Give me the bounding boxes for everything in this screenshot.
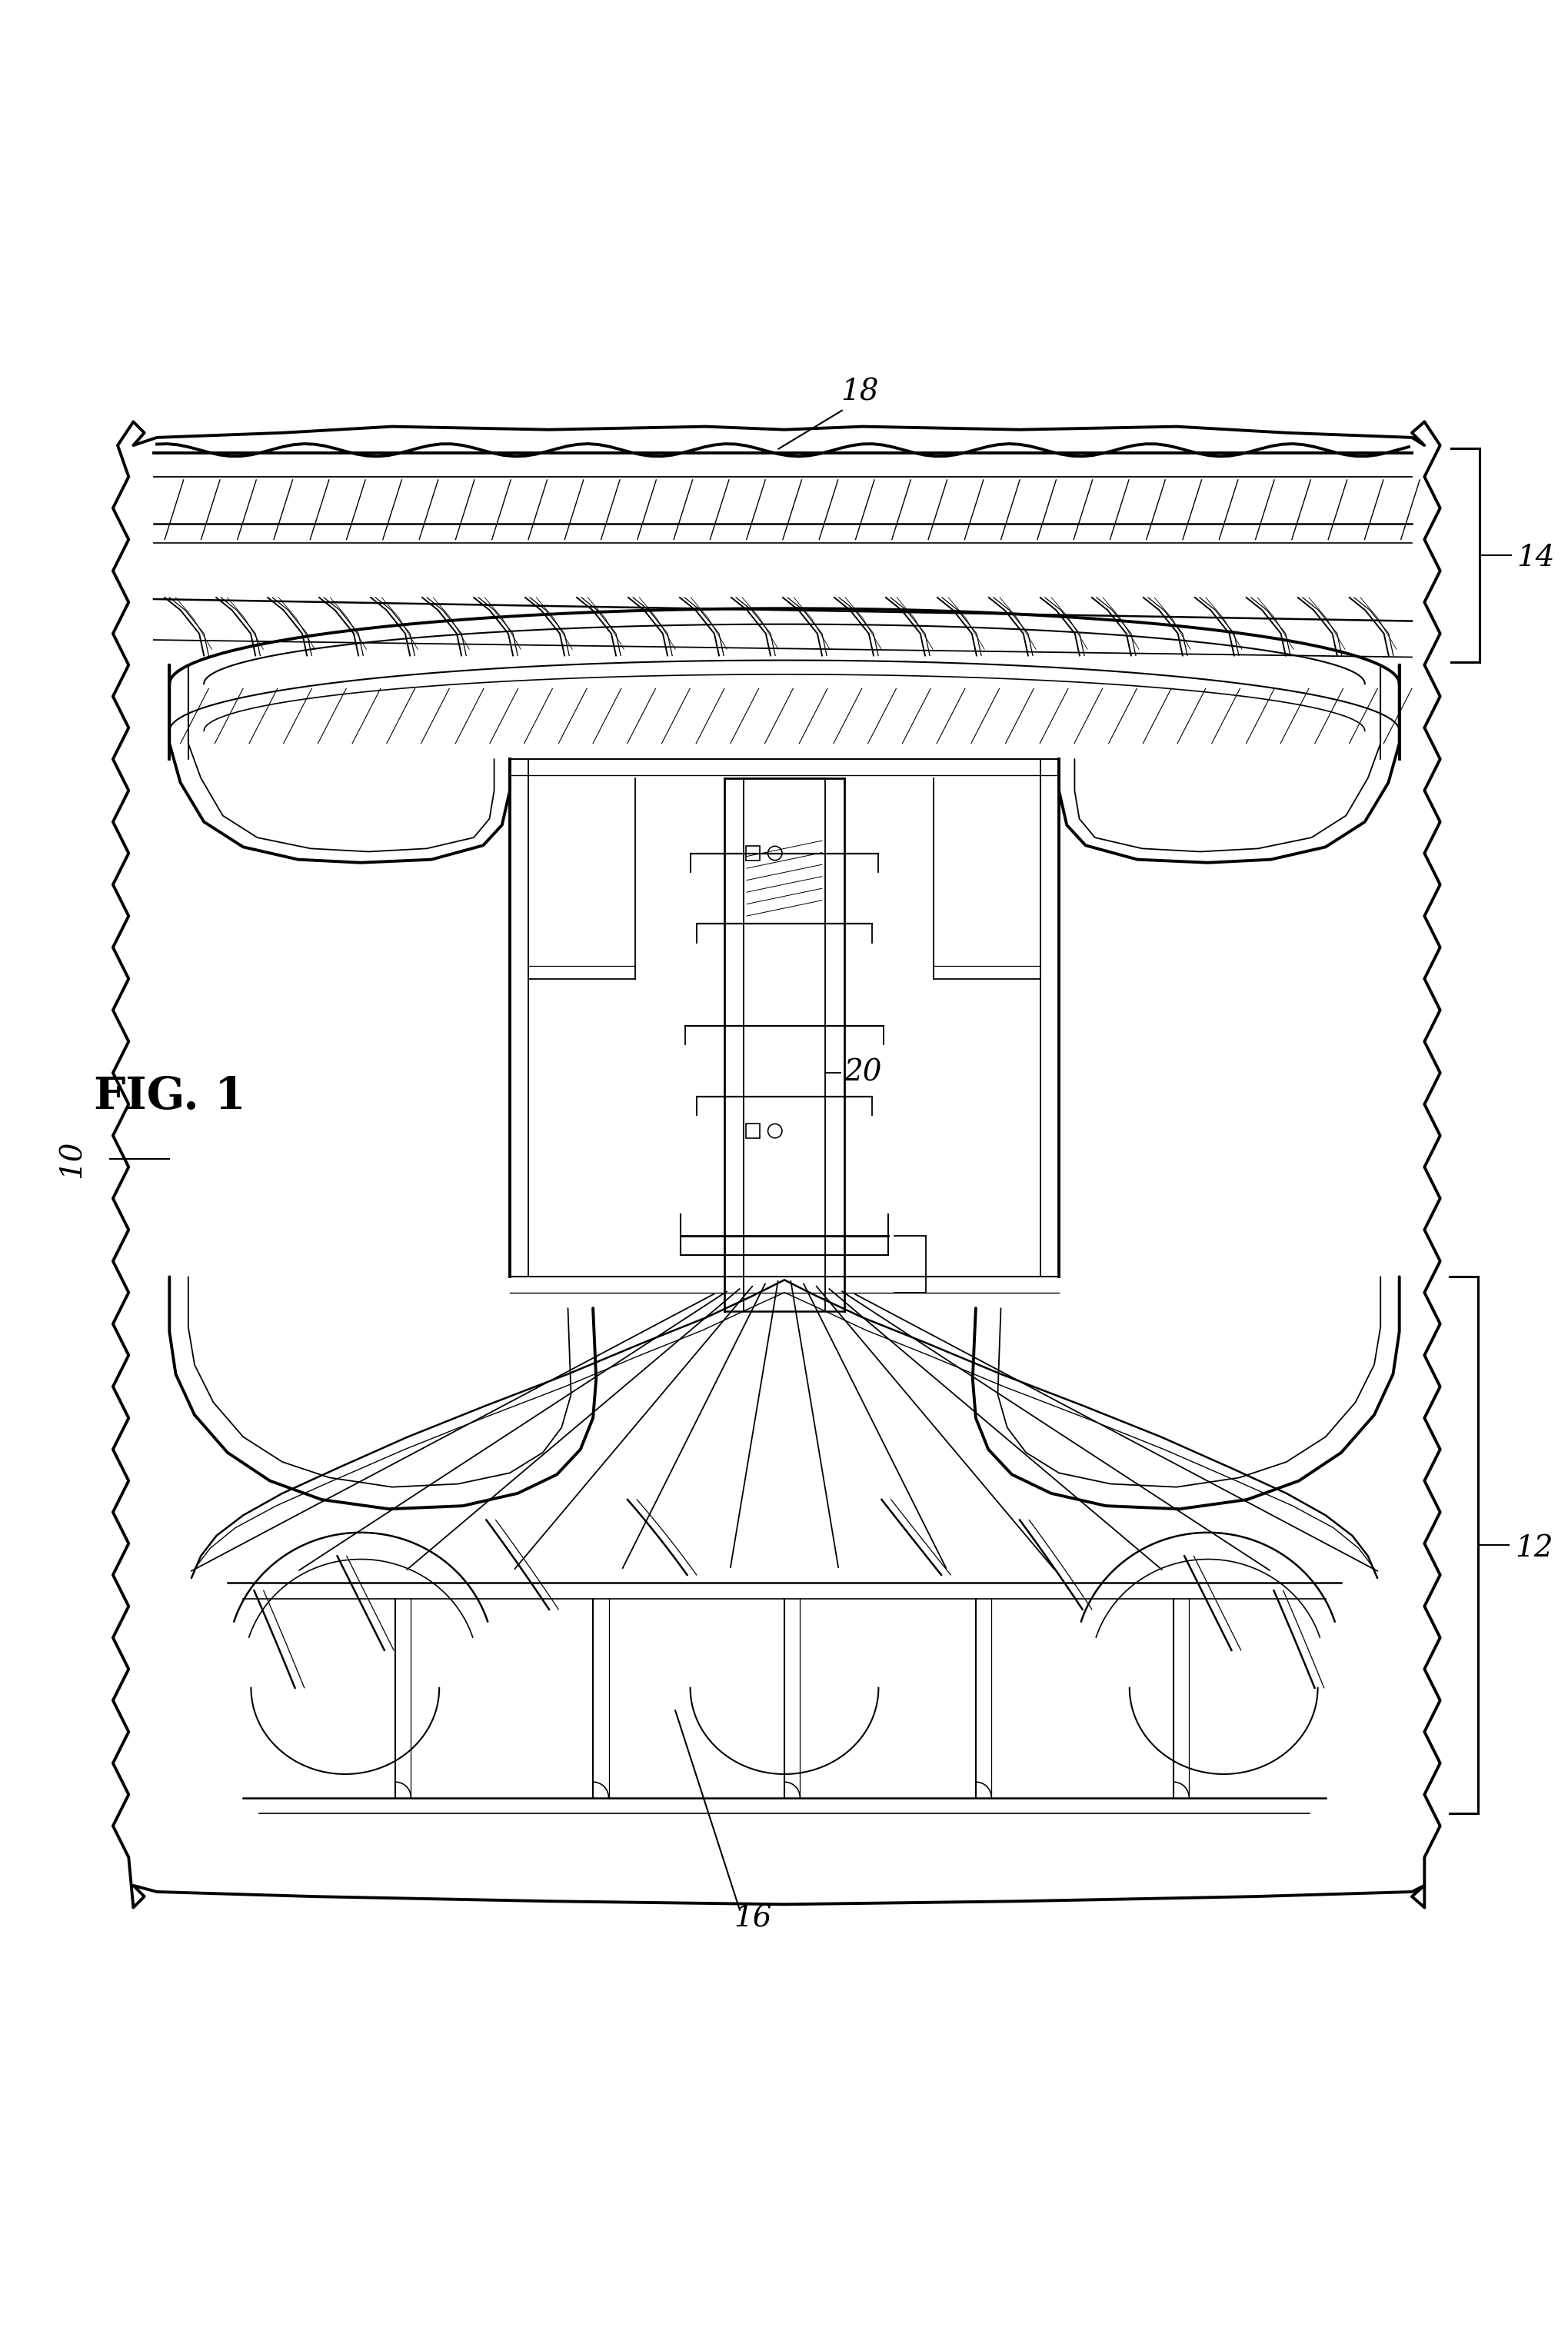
Text: 14: 14 (1516, 544, 1554, 572)
Text: 10: 10 (58, 1139, 86, 1179)
Text: 16: 16 (734, 1905, 771, 1933)
Text: FIG. 1: FIG. 1 (94, 1076, 246, 1118)
Bar (746, 1125, 760, 1139)
Text: 20: 20 (844, 1060, 881, 1088)
Text: 12: 12 (1515, 1533, 1552, 1561)
Text: 18: 18 (840, 378, 878, 406)
Bar (746, 847, 760, 861)
